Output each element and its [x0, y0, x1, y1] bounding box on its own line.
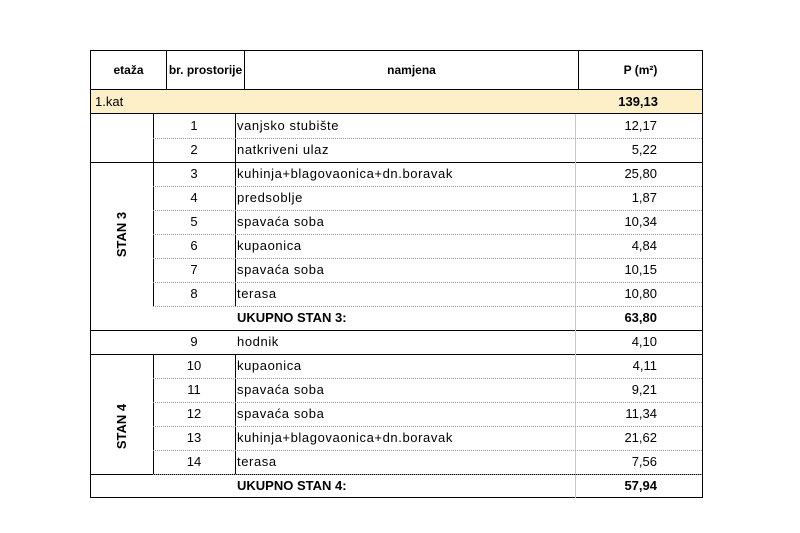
column-divider [153, 354, 154, 474]
table-row: 6 kupaonica 4,84 [91, 234, 702, 258]
table-row: 1 vanjsko stubište 12,17 [91, 114, 702, 138]
row-divider [91, 162, 702, 163]
header-povrsina: P (m²) [623, 63, 658, 77]
room-number: 10 [186, 358, 202, 373]
room-area: 4,84 [631, 238, 657, 253]
room-number: 3 [190, 166, 198, 181]
room-purpose: spavaća soba [237, 382, 325, 397]
header-br-prostorije: br. prostorije [168, 63, 243, 77]
row-divider [153, 186, 702, 187]
room-number: 8 [190, 286, 198, 301]
table-body: STAN 3 STAN 4 1 vanjsko stubište 12,17 2 nat… [90, 114, 703, 498]
row-divider [91, 330, 702, 331]
room-number: 12 [186, 406, 202, 421]
stan4-total-row: UKUPNO STAN 4: 57,94 [91, 474, 702, 498]
row-divider [91, 354, 702, 355]
area-table: etaža br. prostorije namjena P (m²) 1.ka… [90, 50, 703, 498]
table-row: 2 natkriveni ulaz 5,22 [91, 138, 702, 162]
row-divider [153, 234, 702, 235]
room-number: 7 [190, 262, 198, 277]
table-row: 3 kuhinja+blagovaonica+dn.boravak 25,80 [91, 162, 702, 186]
table-row: 5 spavaća soba 10,34 [91, 210, 702, 234]
room-area: 25,80 [624, 166, 657, 181]
room-area: 7,56 [631, 454, 657, 469]
room-area: 10,34 [624, 214, 657, 229]
room-area: 10,80 [624, 286, 657, 301]
table-row: 11 spavaća soba 9,21 [91, 378, 702, 402]
table-row: 10 kupaonica 4,11 [91, 354, 702, 378]
room-number: 14 [186, 454, 202, 469]
table-row: 14 terasa 7,56 [91, 450, 702, 474]
room-number: 11 [187, 382, 201, 397]
total-label: UKUPNO STAN 3: [237, 310, 347, 325]
room-purpose: kuhinja+blagovaonica+dn.boravak [237, 430, 453, 445]
room-area: 21,62 [624, 430, 657, 445]
total-value: 57,94 [624, 478, 657, 493]
room-purpose: spavaća soba [237, 406, 325, 421]
room-purpose: terasa [237, 454, 277, 469]
room-purpose: kupaonica [237, 238, 302, 253]
room-purpose: natkriveni ulaz [237, 142, 330, 157]
header-etaza: etaža [113, 63, 144, 77]
row-divider [153, 210, 702, 211]
kat-row: 1.kat 139,13 [90, 90, 703, 114]
table-row: 7 spavaća soba 10,15 [91, 258, 702, 282]
table-row: 12 spavaća soba 11,34 [91, 402, 702, 426]
row-divider [153, 258, 702, 259]
room-number: 2 [190, 142, 198, 157]
room-area: 11,34 [625, 406, 657, 421]
room-number: 5 [190, 214, 198, 229]
row-divider [153, 402, 702, 403]
row-divider [153, 474, 702, 475]
row-divider [153, 378, 702, 379]
room-number: 4 [190, 190, 198, 205]
total-label: UKUPNO STAN 4: [237, 478, 347, 493]
room-purpose: hodnik [237, 334, 279, 349]
room-number: 6 [190, 238, 198, 253]
table-row: 4 predsoblje 1,87 [91, 186, 702, 210]
row-divider [153, 450, 702, 451]
table-header: etaža br. prostorije namjena P (m²) [90, 50, 703, 90]
room-area: 10,15 [624, 262, 657, 277]
column-divider [235, 354, 236, 474]
room-number: 13 [186, 430, 202, 445]
room-area: 4,11 [632, 358, 657, 373]
row-divider [153, 138, 702, 139]
kat-value: 139,13 [618, 94, 658, 109]
room-purpose: spavaća soba [237, 262, 325, 277]
table-row: 13 kuhinja+blagovaonica+dn.boravak 21,62 [91, 426, 702, 450]
room-area: 12,17 [624, 118, 657, 133]
room-area: 9,21 [631, 382, 657, 397]
table-row: 9 hodnik 4,10 [91, 330, 702, 354]
room-purpose: spavaća soba [237, 214, 325, 229]
room-number: 1 [190, 118, 198, 133]
room-purpose: terasa [237, 286, 277, 301]
row-divider [153, 426, 702, 427]
room-purpose: kuhinja+blagovaonica+dn.boravak [237, 166, 453, 181]
row-divider [153, 282, 702, 283]
room-area: 5,22 [631, 142, 657, 157]
room-number: 9 [190, 334, 198, 349]
total-value: 63,80 [624, 310, 657, 325]
room-area: 1,87 [631, 190, 657, 205]
room-area: 4,10 [631, 334, 657, 349]
kat-label: 1.kat [95, 94, 124, 109]
room-purpose: kupaonica [237, 358, 302, 373]
room-purpose: vanjsko stubište [237, 118, 340, 133]
room-purpose: predsoblje [237, 190, 303, 205]
stan3-total-row: UKUPNO STAN 3: 63,80 [91, 306, 702, 330]
row-divider [153, 306, 702, 307]
header-namjena: namjena [387, 63, 436, 77]
table-row: 8 terasa 10,80 [91, 282, 702, 306]
